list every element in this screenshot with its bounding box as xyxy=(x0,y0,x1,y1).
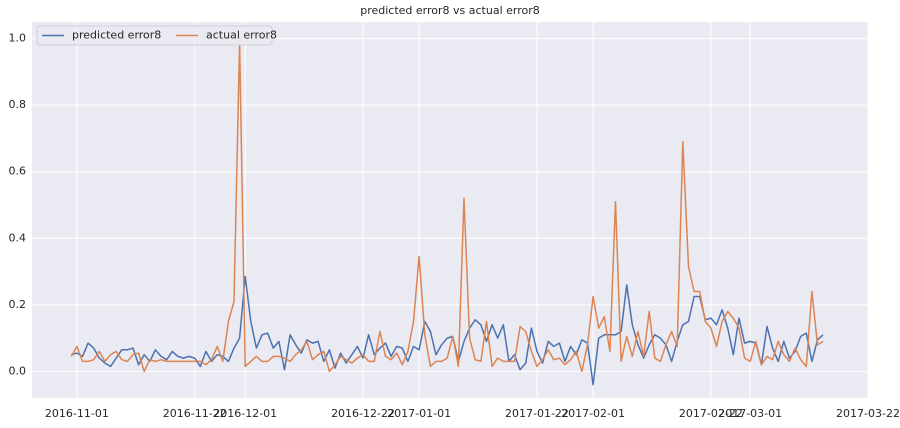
x-tick-label: 2016-12-22 xyxy=(331,407,395,420)
x-tick-label: 2017-01-01 xyxy=(387,407,451,420)
y-tick-label: 0.4 xyxy=(9,231,27,244)
legend-label: actual error8 xyxy=(206,29,277,42)
y-tick-label: 0.2 xyxy=(9,298,27,311)
plot-background xyxy=(32,22,868,398)
y-tick-label: 0.0 xyxy=(9,364,27,377)
y-tick-label: 0.8 xyxy=(9,98,27,111)
x-tick-label: 2017-02-22 xyxy=(679,407,743,420)
y-tick-label: 0.6 xyxy=(9,165,27,178)
y-tick-label: 1.0 xyxy=(9,32,27,45)
legend-label: predicted error8 xyxy=(72,29,161,42)
x-tick-label: 2017-02-01 xyxy=(561,407,625,420)
x-tick-label: 2017-03-22 xyxy=(836,407,900,420)
series-line xyxy=(70,41,824,373)
x-tick-label: 2017-01-22 xyxy=(505,407,569,420)
legend-box xyxy=(36,25,273,46)
x-tick-label: 2016-12-01 xyxy=(213,407,277,420)
x-tick-label: 2016-11-22 xyxy=(163,407,227,420)
chart-title: predicted error8 vs actual error8 xyxy=(360,4,540,17)
x-tick-label: 2016-11-01 xyxy=(45,407,109,420)
x-tick-label: 2017-03-01 xyxy=(718,407,782,420)
